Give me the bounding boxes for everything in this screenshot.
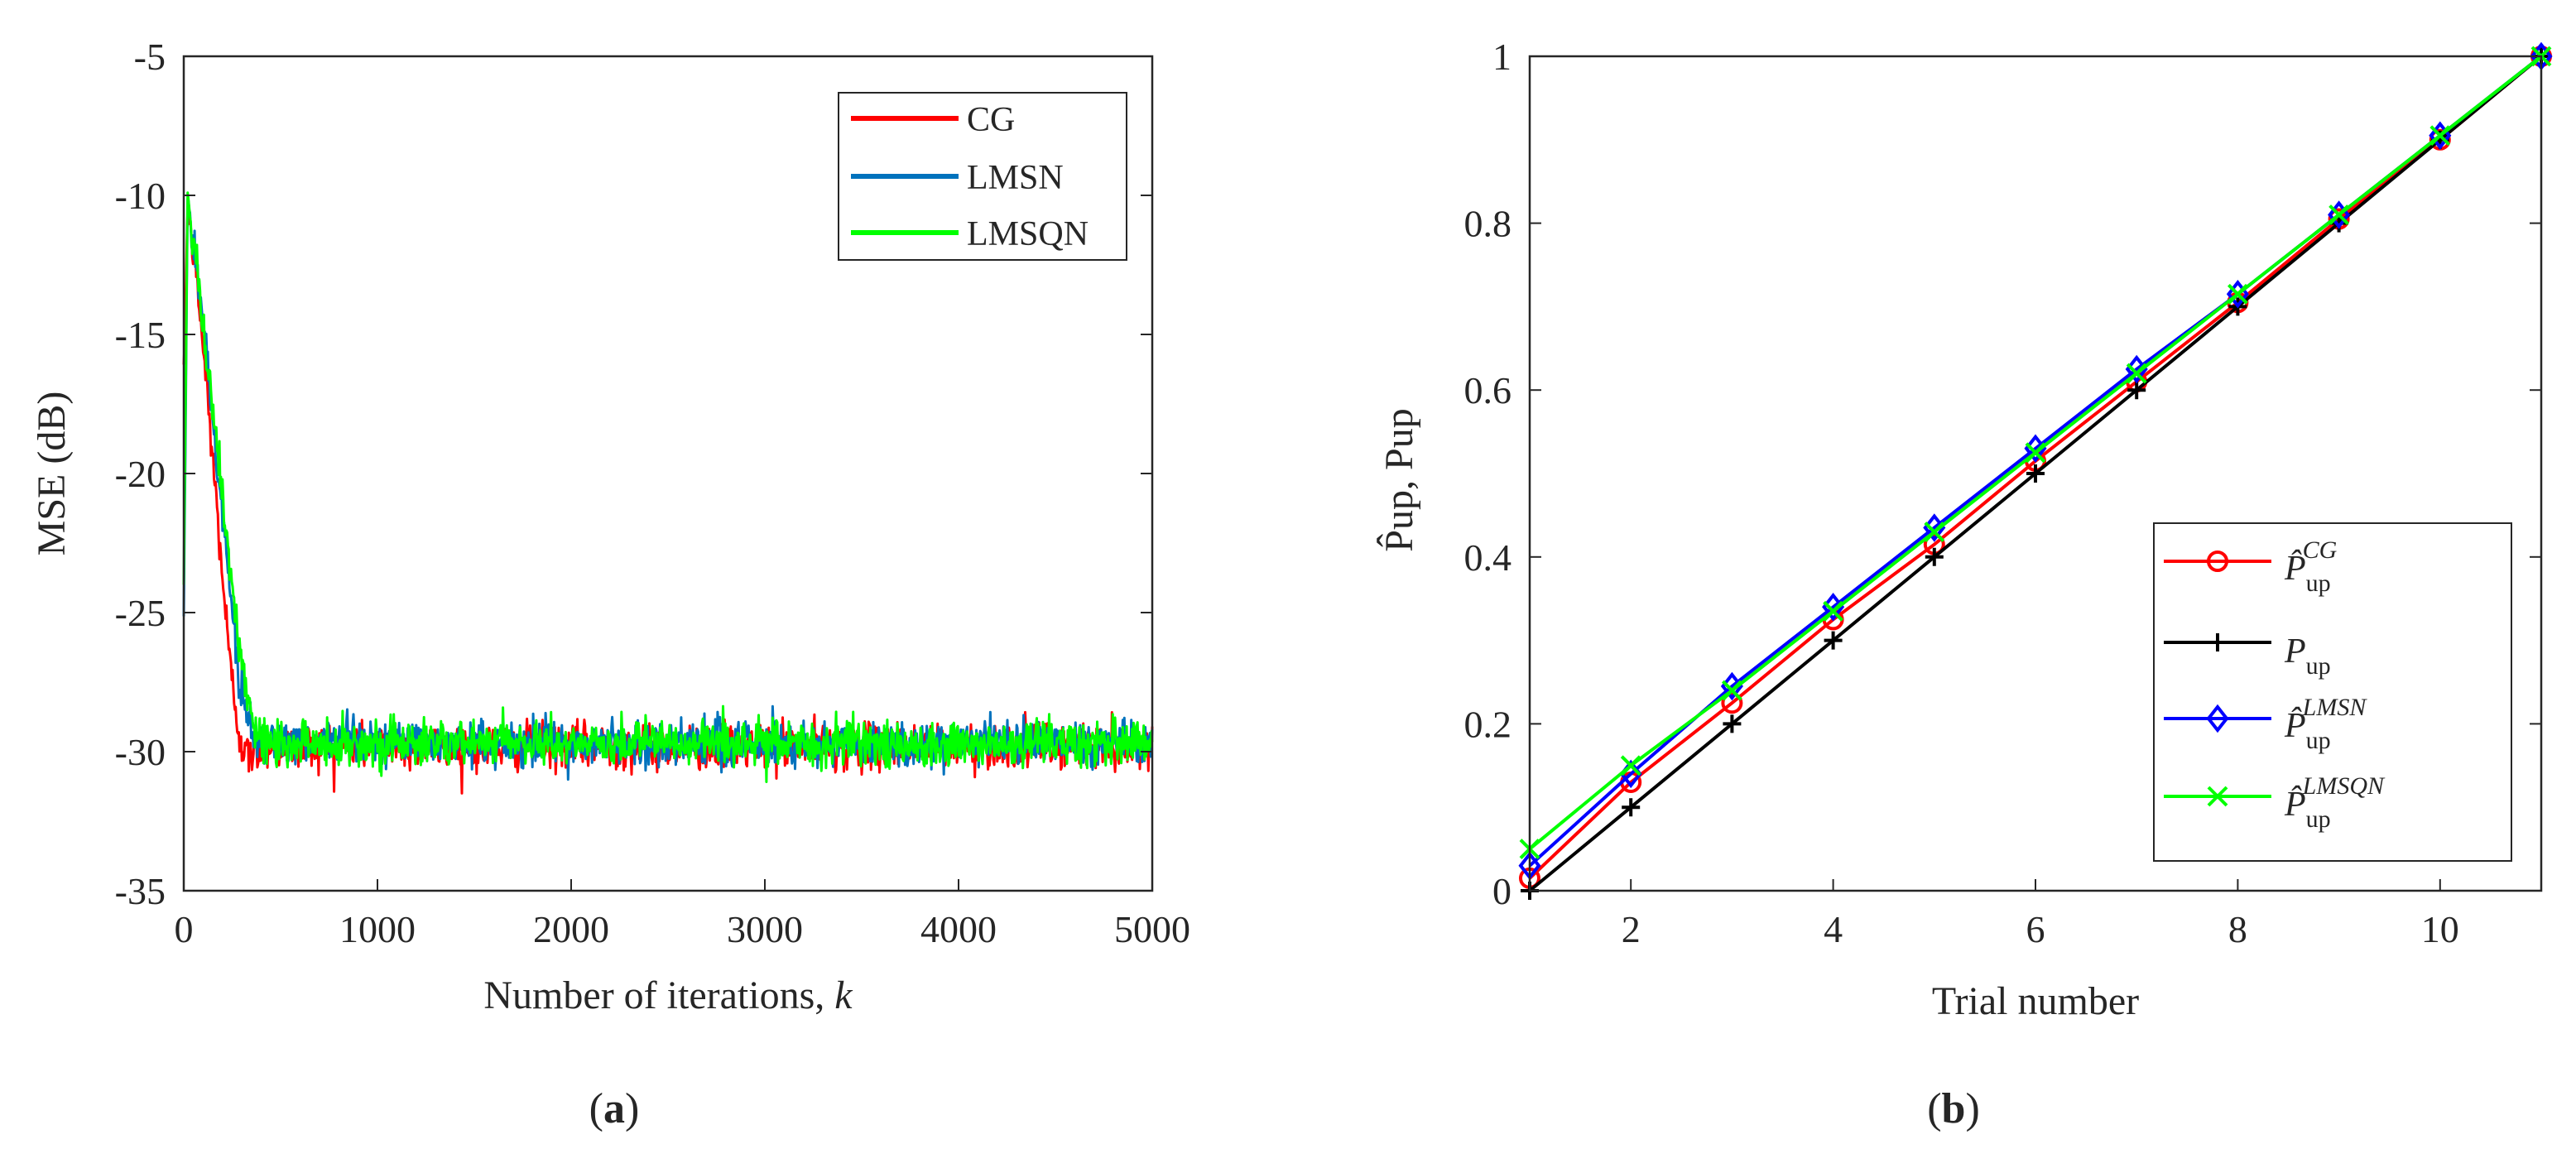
panel-b-label-close: ) xyxy=(1965,1085,1979,1132)
panel-b-series-p-up-lmsqn-point xyxy=(1924,522,1945,542)
panel-a-label-open: ( xyxy=(589,1085,603,1132)
panel-a-xtick-label: 1000 xyxy=(339,908,416,950)
panel-a-series-lmsn xyxy=(182,197,1154,781)
panel-b-legend-marker-p-up-cg xyxy=(2207,550,2228,572)
panel-b-chart: 2 4 6 8 10 0 0.2 0.4 0.6 0.8 1 P̂up, Pup Trial num… xyxy=(1376,36,2553,1132)
panel-b-ytick-label: 0.2 xyxy=(1464,703,1512,745)
panel-a-xlabel-var: k xyxy=(834,974,853,1017)
panel-a-label: (a) xyxy=(589,1085,640,1132)
panel-b-ytick-label: 0.8 xyxy=(1464,203,1512,245)
panel-b-legend-entries xyxy=(2164,550,2271,807)
legend-label-pup-lmsn-sup: LMSN xyxy=(2302,694,2368,721)
panel-a-chart: 0 1000 2000 3000 4000 5000 -35 -30 -25 -20 -15 -10 -… xyxy=(30,36,1190,1132)
panel-a-legend: CG LMSN LMSQN xyxy=(838,92,1127,261)
panel-b-ytick-label: 0.4 xyxy=(1464,536,1512,579)
panel-b-label: (b) xyxy=(1927,1085,1980,1132)
panel-b-xtick-label: 4 xyxy=(1824,908,1843,950)
panel-b-legend-box xyxy=(2153,522,2512,862)
panel-b-xtick-label: 2 xyxy=(1622,908,1641,950)
panel-b-label-letter: b xyxy=(1942,1085,1966,1132)
panel-b-legend-marker-pup xyxy=(2208,633,2227,651)
panel-b-series-pup-point xyxy=(1925,547,1944,566)
panel-a-ytick-label: -5 xyxy=(134,36,166,78)
panel-a-xtick-label: 5000 xyxy=(1114,908,1190,950)
legend-label-pup: Pup xyxy=(2284,632,2331,680)
panel-b-series-p-up-cg-point xyxy=(1721,692,1743,714)
panel-b-legend: P̂upCG Pup P̂upLMSN P̂upLMSQN xyxy=(2153,522,2512,862)
panel-b-series-p-up-lmsqn-point xyxy=(2025,442,2046,464)
panel-b-xtick-label: 8 xyxy=(2228,908,2247,950)
panel-b-series-p-up-lmsqn-point xyxy=(2126,363,2147,384)
legend-label-pup-cg-sub: up xyxy=(2306,570,2331,597)
panel-a-xlabel-text: Number of iterations, xyxy=(483,974,834,1017)
panel-a-label-letter: a xyxy=(603,1085,625,1132)
panel-b-series-pup-point xyxy=(2026,464,2045,483)
panel-b-xtick-label: 6 xyxy=(2026,908,2045,950)
panel-a-ticks: 0 1000 2000 3000 4000 5000 -35 -30 -25 -20 -15 -10 -… xyxy=(115,36,1190,950)
panel-b-series-p-up-lmsqn-point xyxy=(2328,204,2350,225)
panel-b-ylabel: P̂up, Pup xyxy=(1376,408,1421,551)
panel-b-label-open: ( xyxy=(1927,1085,1941,1132)
panel-b-series-pup-point xyxy=(1824,631,1843,650)
panel-b-series-p-up-lmsqn-point xyxy=(2429,125,2451,147)
legend-label-pup-cg-base: P̂ xyxy=(2284,549,2306,588)
panel-a-ytick-label: -35 xyxy=(115,870,166,912)
panel-b-ylabel-text: P̂up, Pup xyxy=(1376,408,1421,551)
legend-label-pup-lmsn: P̂up LMSN xyxy=(2284,694,2367,754)
panel-a-xtick-label: 3000 xyxy=(727,908,803,950)
legend-label-pup-cg: P̂up CG xyxy=(2284,536,2338,597)
legend-label-pup-sub: up xyxy=(2306,652,2331,680)
panel-a-series-cg xyxy=(182,208,1154,795)
panel-b-series-p-up-lmsqn-point xyxy=(1721,680,1742,701)
panel-a-ytick-label: -30 xyxy=(115,731,166,773)
panel-a-ytick-label: -25 xyxy=(115,592,166,634)
panel-b-series-p-up-lmsqn-point xyxy=(2227,283,2248,305)
panel-b-xlabel: Trial number xyxy=(1932,979,2139,1023)
panel-b-xtick-label: 10 xyxy=(2421,908,2459,950)
panel-b-ytick-label: 0.6 xyxy=(1464,369,1512,411)
panel-a-ylabel: MSE (dB) xyxy=(30,392,74,556)
panel-b-series-pup-point xyxy=(2127,381,2146,400)
panel-a-ytick-label: -10 xyxy=(115,175,166,217)
panel-b-series-p-up-lmsqn-point xyxy=(1620,755,1641,776)
panel-b-ticks: 2 4 6 8 10 0 0.2 0.4 0.6 0.8 1 xyxy=(1464,36,2541,950)
panel-a-ytick-label: -20 xyxy=(115,453,166,495)
legend-label-cg: CG xyxy=(967,101,1015,139)
panel-b-ytick-label: 0 xyxy=(1492,870,1511,912)
legend-label-pup-base: P xyxy=(2284,632,2306,671)
legend-label-lmsn: LMSN xyxy=(967,159,1064,197)
panel-b-series-pup-point xyxy=(1723,714,1742,733)
panel-b-legend-marker-p-up-lmsqn xyxy=(2207,786,2228,807)
panel-b-series-pup-point xyxy=(1622,798,1641,817)
panel-a-xlabel: Number of iterations, k xyxy=(483,974,853,1017)
legend-label-pup-cg-sup: CG xyxy=(2303,536,2338,564)
legend-label-pup-lmsn-base: P̂ xyxy=(2284,706,2306,745)
panel-a-label-close: ) xyxy=(625,1085,639,1132)
panel-a-series-group xyxy=(182,191,1154,795)
panel-a-ytick-label: -15 xyxy=(115,314,166,356)
legend-label-pup-lmsn-sub: up xyxy=(2306,727,2331,754)
panel-a-series-lmsqn xyxy=(182,191,1154,783)
legend-label-pup-lmsqn-base: P̂ xyxy=(2284,785,2306,824)
panel-a-xtick-label: 4000 xyxy=(920,908,997,950)
panel-b-series-p-up-lmsqn-point xyxy=(1823,600,1844,622)
legend-label-lmsqn: LMSQN xyxy=(967,215,1089,253)
panel-a-xtick-label: 2000 xyxy=(533,908,609,950)
legend-label-pup-lmsqn: P̂up LMSQN xyxy=(2284,772,2386,833)
legend-label-pup-lmsqn-sup: LMSQN xyxy=(2302,772,2386,800)
panel-b-legend-marker-p-up-lmsn xyxy=(2206,704,2229,733)
panel-b-ytick-label: 1 xyxy=(1492,36,1511,78)
legend-label-pup-lmsqn-sub: up xyxy=(2306,805,2331,833)
panel-a-xtick-label: 0 xyxy=(175,908,194,950)
